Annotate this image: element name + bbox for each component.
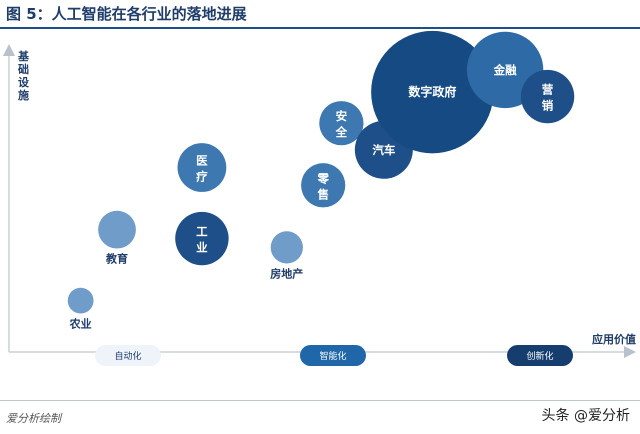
stage-pill-label: 自动化 (114, 350, 141, 362)
stage-pill: 智能化 (300, 345, 366, 366)
y-axis-label-char: 基 (17, 49, 30, 63)
bubble-label: 数字政府 (408, 84, 456, 99)
bubble-label-char: 零 (316, 171, 329, 185)
bubble-label: 金融 (493, 63, 517, 77)
bubble-label-char: 疗 (196, 170, 208, 184)
bubble: 教育 (98, 210, 136, 266)
bubble-label-char: 工 (196, 225, 208, 239)
bubble-label: 医疗 (196, 154, 208, 184)
bubble-circle (98, 210, 136, 249)
stage-pill: 创新化 (507, 345, 573, 366)
bubble: 营销 (520, 69, 575, 124)
bubble: 零售 (301, 163, 346, 208)
footer-divider (0, 400, 640, 401)
bubble-label: 工业 (196, 225, 208, 255)
bubble-label-char: 医 (196, 154, 208, 168)
bubble-circle (270, 231, 303, 264)
bubble: 房地产 (270, 231, 303, 281)
stage-pill: 自动化 (95, 345, 161, 366)
y-axis-label-char: 础 (18, 62, 29, 76)
bubble-label: 教育 (105, 252, 128, 266)
figure-title: 图 5：人工智能在各行业的落地进展 (6, 5, 247, 23)
x-axis-label: 应用价值 (592, 332, 636, 346)
title-divider (0, 27, 640, 29)
bubble-label: 农业 (69, 317, 92, 331)
bubble: 数字政府 (371, 30, 494, 154)
y-axis-label-char: 设 (18, 75, 30, 89)
bubble: 医疗 (177, 143, 227, 192)
y-axis-label: 基础设施 (17, 49, 30, 102)
bubble-label-char: 安 (336, 109, 348, 123)
stage-pill-label: 创新化 (526, 350, 553, 362)
bubble-circle (301, 163, 346, 208)
bubble-circle (67, 287, 94, 314)
stage-pill-bg (300, 345, 366, 366)
bubble-circle (371, 30, 494, 154)
stage-pill-bg (507, 345, 573, 366)
bubble-label-char: 销 (542, 99, 554, 113)
stage-pill-bg (95, 345, 161, 366)
bubble: 安全 (319, 101, 364, 146)
bubble-label: 营销 (542, 83, 554, 113)
source-note: 爱分析绘制 (6, 412, 61, 425)
bubble-circle (175, 211, 229, 266)
bubble-circle (177, 143, 227, 192)
bubble-circle (520, 69, 575, 124)
stage-pills: 自动化 智能化 创新化 (95, 345, 573, 366)
stage-pill-label: 智能化 (319, 350, 346, 362)
bubble-label-char: 全 (335, 125, 348, 139)
bubble-label-char: 售 (316, 187, 329, 201)
bubble: 农业 (67, 287, 94, 331)
watermark: 头条 @爱分析 (541, 408, 630, 424)
bubble-label: 零售 (316, 171, 329, 201)
bubble-label-char: 业 (196, 241, 208, 255)
bubble-label: 汽车 (372, 143, 395, 157)
bubble-label: 安全 (335, 109, 348, 139)
bubble-label: 房地产 (270, 267, 303, 281)
y-axis-label-char: 施 (18, 88, 29, 102)
bubble: 工业 (175, 211, 229, 266)
bubble-label-char: 营 (542, 83, 554, 97)
bubble-circle (319, 101, 364, 146)
